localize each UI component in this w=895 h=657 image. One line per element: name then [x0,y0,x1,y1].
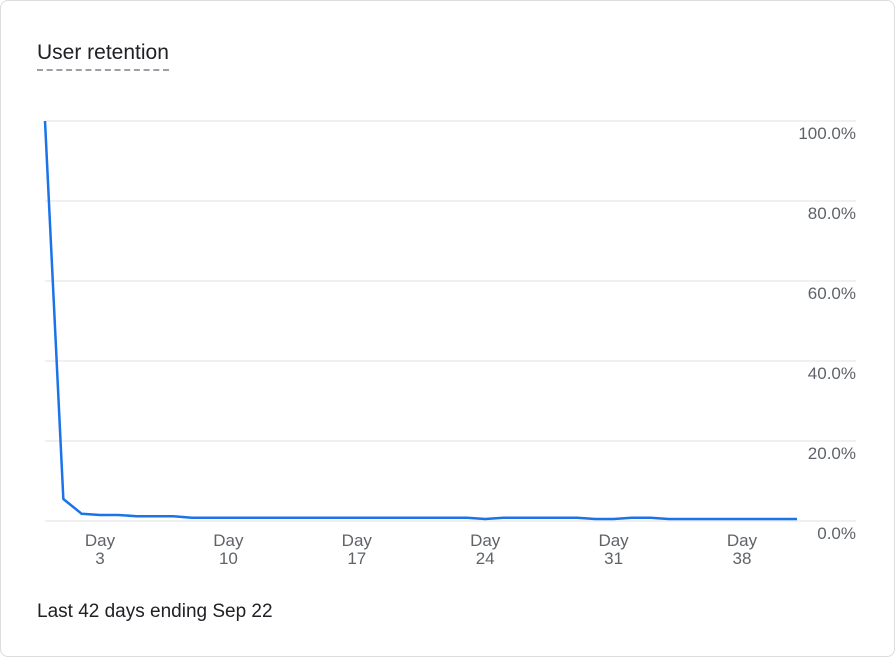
x-tick-label: Day 10 [213,531,244,568]
y-tick-label: 0.0% [817,524,856,543]
x-tick-label: Day 17 [341,531,372,568]
x-tick-label: Day 24 [470,531,501,568]
x-tick-label: Day 3 [84,531,116,568]
line [43,120,797,521]
x-tick-label: Day 38 [726,531,758,568]
y-tick-label: 20.0% [808,444,856,463]
footnote: Last 42 days ending Sep 22 [37,601,273,622]
y-tick-label: 60.0% [808,284,856,303]
y-tick-label: 80.0% [808,204,856,223]
y-tick-label: 100.0% [798,124,856,143]
x-tick-label: Day 31 [598,531,629,568]
y-tick-label: 40.0% [808,364,856,383]
chart-title: User retention [37,41,169,71]
